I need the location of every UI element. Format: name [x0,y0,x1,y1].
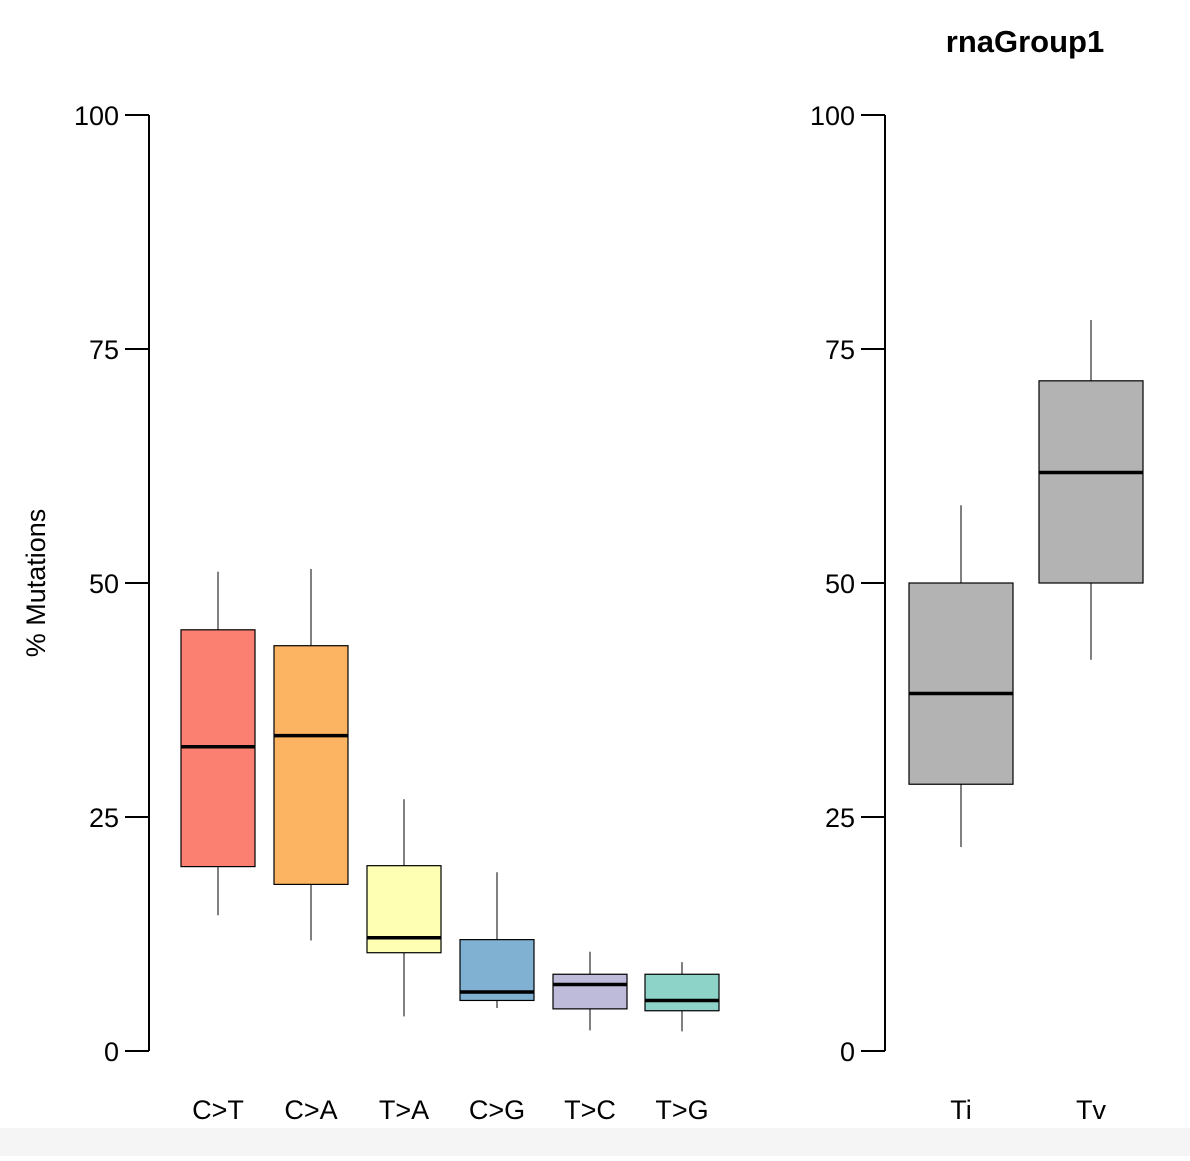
x-tick-label-t-to-a: T>A [379,1095,429,1125]
y-tick-label: 100 [810,101,855,131]
y-tick-label: 100 [74,101,119,131]
ti-tv-panel: 0 25 50 75 100 rnaGroup1 Ti Tv [810,24,1144,1125]
x-tick-label-tv: Tv [1076,1095,1106,1125]
box-ti [908,582,1014,785]
chart-title: rnaGroup1 [946,24,1104,59]
y-axis-label: % Mutations [21,509,51,658]
y-tick-label: 50 [825,569,855,599]
y-tick-label: 25 [825,803,855,833]
x-tick-label-c-to-a: C>A [284,1095,337,1125]
x-tick-label-t-to-g: T>G [655,1095,708,1125]
y-tick-label: 75 [825,335,855,365]
x-tick-label-ti: Ti [950,1095,972,1125]
box-c-to-a [273,645,349,885]
y-tick-label: 0 [840,1037,855,1067]
y-tick-label: 75 [89,335,119,365]
box-t-to-a [366,865,442,954]
y-tick-label: 50 [89,569,119,599]
box-t-to-g [644,973,720,1012]
y-tick-label: 25 [89,803,119,833]
box-tv [1038,380,1144,584]
x-tick-label-c-to-g: C>G [469,1095,525,1125]
bottom-strip [0,1128,1190,1156]
x-tick-label-t-to-c: T>C [564,1095,616,1125]
y-tick-label: 0 [104,1037,119,1067]
box-t-to-c [552,973,628,1010]
x-tick-label-c-to-t: C>T [192,1095,244,1125]
mutation-type-panel: 0 25 50 75 100 % Mutations C>T C>A T>A C>G T>C T>G [21,101,720,1125]
